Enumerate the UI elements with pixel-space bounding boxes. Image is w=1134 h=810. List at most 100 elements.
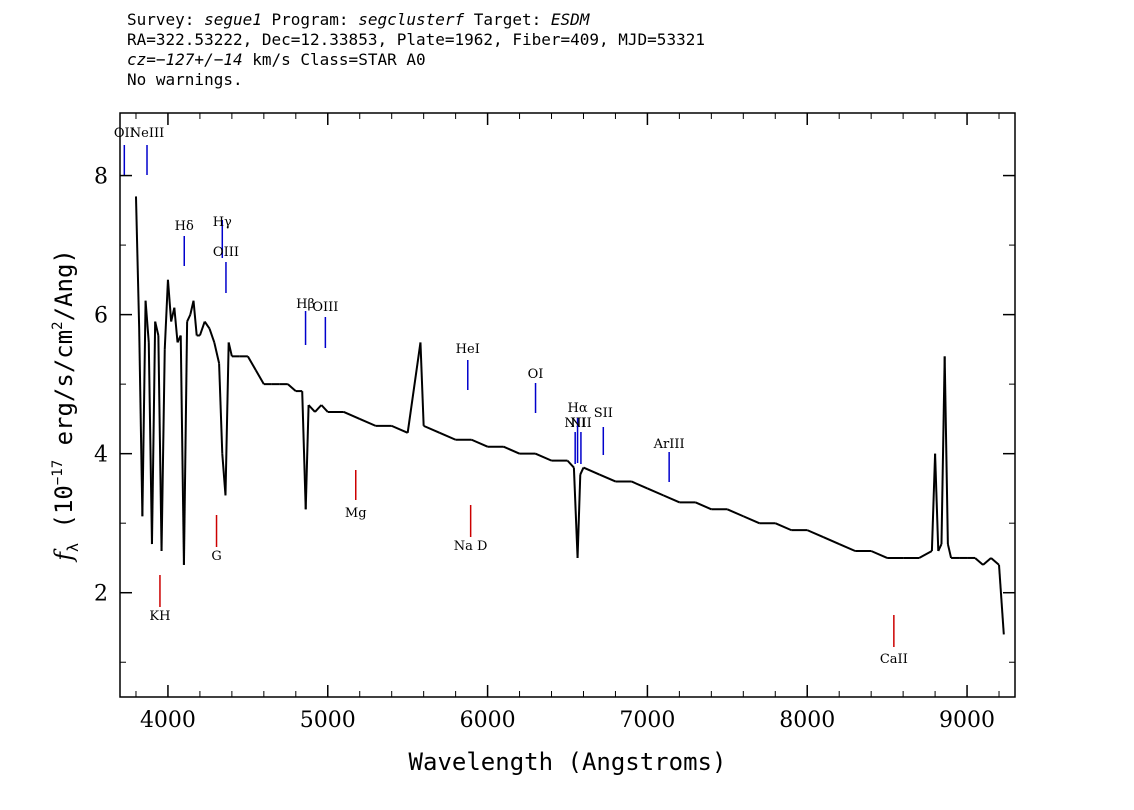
spectral-line-label: CaII	[880, 652, 908, 667]
series-segment	[224, 342, 230, 496]
series-segment	[419, 342, 425, 426]
spectral-line-label: SII	[594, 406, 613, 421]
series-segment	[192, 300, 198, 336]
series-segment	[998, 564, 1005, 635]
series-segment	[439, 431, 457, 441]
series-segment	[806, 529, 824, 539]
y-axis-exponent: −17	[50, 460, 66, 485]
header-target-value: ESDM	[550, 10, 590, 29]
header-survey-label: Survey:	[127, 10, 205, 29]
y-tick-label: 4	[94, 443, 108, 468]
series-segment	[631, 480, 648, 490]
y-axis-units-end: /Ang)	[50, 249, 78, 321]
series-segment	[147, 342, 153, 545]
series-segment	[203, 321, 211, 330]
series-segment	[173, 307, 179, 343]
x-tick-label: 9000	[939, 708, 995, 733]
axes-layer: 4000 5000 6000 7000 8000 9000 2 4 6 8	[94, 113, 1015, 733]
spectral-line-label: NII	[570, 416, 592, 431]
series-segment	[974, 557, 984, 566]
series-segment	[423, 424, 441, 434]
header-line-1: Survey: segue1 Program: segclusterf Targ…	[127, 10, 705, 30]
series-segment	[662, 494, 680, 504]
y-axis-title: fλ (10−17 erg/s/cm2/Ang)	[50, 249, 82, 563]
series-segment	[694, 501, 712, 511]
spectral-line-label: Mg	[345, 506, 367, 521]
series-segment	[572, 467, 579, 558]
spectral-line-label: NeIII	[130, 126, 164, 141]
spectral-line-label: Na D	[454, 539, 488, 554]
series-segment	[503, 445, 520, 455]
header-class-text: km/s Class=STAR A0	[242, 50, 426, 69]
spectral-line-label: OI	[528, 367, 544, 382]
series-segment	[179, 335, 185, 565]
spectral-line-label: Hγ	[213, 215, 232, 230]
y-axis-units: erg/s/cm	[50, 330, 78, 460]
series-segment	[982, 557, 992, 566]
header-target-label: Target:	[464, 10, 551, 29]
spectrum-header: Survey: segue1 Program: segclusterf Targ…	[127, 10, 705, 90]
series-segment	[391, 424, 409, 434]
header-survey-value: segue1	[204, 10, 262, 29]
spectral-line-label: NII	[564, 416, 586, 431]
series-segment	[990, 557, 1000, 566]
series-segment	[930, 453, 937, 552]
series-segment	[227, 342, 233, 357]
series-segment	[213, 342, 221, 364]
series-segment	[406, 342, 422, 433]
series-segment	[940, 356, 946, 545]
spectral-line-label: HeI	[456, 342, 480, 357]
series-segment	[160, 349, 166, 552]
series-segment	[186, 314, 192, 322]
series-segment	[246, 355, 257, 371]
series-segment	[254, 369, 265, 385]
series-segment	[359, 417, 377, 427]
y-tick-label: 2	[94, 582, 108, 607]
series-segment	[946, 543, 953, 559]
y-axis-exponent-2: 2	[50, 321, 66, 329]
x-axis-title: Wavelength (Angstroms)	[409, 748, 727, 776]
x-tick-label: 8000	[779, 708, 835, 733]
series-segment	[870, 550, 888, 559]
spectral-line-label: OII	[114, 126, 135, 141]
series-segment	[163, 279, 169, 350]
y-axis-text: (10	[50, 485, 78, 543]
series-segment	[726, 508, 744, 518]
series-segment	[774, 522, 792, 532]
series-segment	[314, 404, 323, 413]
series-segment	[576, 474, 582, 558]
series-segment	[918, 550, 933, 559]
header-line-3: cz=−127+/−14 km/s Class=STAR A0	[127, 50, 705, 70]
series-segment	[134, 196, 141, 329]
series-segment	[647, 487, 664, 497]
header-program-value: segclusterf	[358, 10, 465, 29]
series-segment	[182, 321, 189, 565]
x-tick-label: 5000	[300, 708, 356, 733]
series-segment	[566, 459, 575, 469]
series-segment	[287, 383, 297, 392]
series-segment	[144, 300, 150, 343]
series-segment	[943, 356, 949, 545]
series-segment	[934, 453, 940, 552]
spectral-line-label: Hα	[568, 401, 588, 416]
x-tick-label: 6000	[460, 708, 516, 733]
series-segment	[150, 321, 157, 545]
series-segment	[343, 411, 361, 420]
series-segment	[166, 279, 173, 322]
series-segment	[838, 543, 856, 552]
header-line-4: No warnings.	[127, 70, 243, 89]
series-segment	[535, 452, 552, 462]
series-segment	[218, 363, 224, 454]
header-line-2: RA=322.53222, Dec=12.33853, Plate=1962, …	[127, 30, 705, 49]
series-segment	[471, 438, 488, 448]
spectral-line-label: G	[211, 549, 221, 564]
spectral-line-label: Hδ	[175, 219, 194, 234]
series-segment	[579, 467, 585, 475]
series-segment	[304, 404, 310, 510]
header-program-label: Program:	[261, 10, 359, 29]
x-tick-label: 7000	[619, 708, 675, 733]
series-segment	[822, 536, 840, 545]
series-segment	[157, 335, 163, 552]
